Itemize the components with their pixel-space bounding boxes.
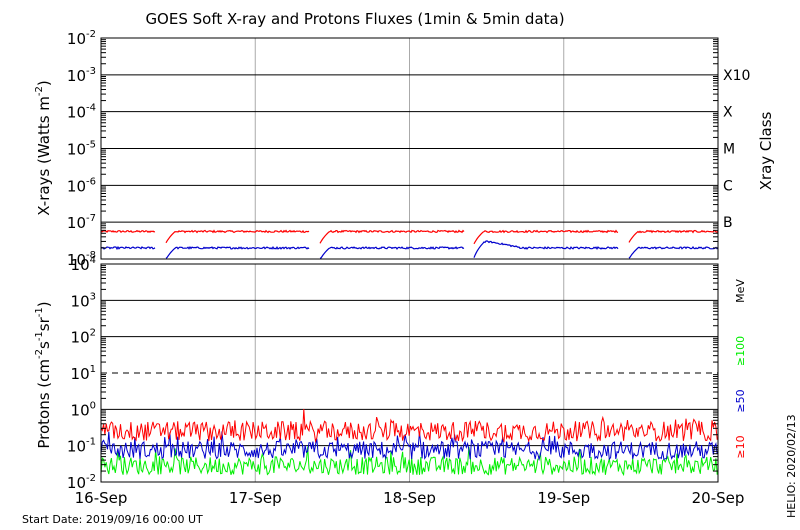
x-tick-label: 18-Sep bbox=[383, 489, 436, 507]
credit-label: HELIO: 2020/02/13 bbox=[785, 414, 798, 518]
x-tick-label: 16-Sep bbox=[75, 489, 128, 507]
x-axis-tick-labels: 16-Sep 17-Sep 18-Sep 19-Sep 20-Sep bbox=[75, 489, 745, 507]
proton-legend-entry: ≥50 bbox=[734, 389, 747, 412]
y-tick-label: 10-1 bbox=[67, 437, 96, 456]
y-tick-label: 10-3 bbox=[67, 66, 96, 85]
start-date-label: Start Date: 2019/09/16 00:00 UT bbox=[22, 513, 203, 526]
y-tick-label: 10-5 bbox=[67, 140, 96, 159]
y-tick-label: 10-8 bbox=[67, 250, 96, 269]
xray-frame bbox=[100, 37, 719, 260]
proton-legend-entry: ≥10 bbox=[734, 435, 747, 458]
y-tick-label: 102 bbox=[71, 328, 96, 347]
y-tick-label: 104 bbox=[71, 255, 96, 274]
y-tick-label: 10-7 bbox=[67, 213, 96, 232]
proton-unit-label: MeV bbox=[734, 279, 747, 303]
proton-series-line bbox=[100, 431, 718, 462]
xray-series bbox=[100, 229, 719, 259]
y-tick-label: 100 bbox=[71, 400, 96, 419]
xray-class-x10: X10 bbox=[723, 68, 750, 84]
xray-class-labels: X10 X M C B bbox=[723, 68, 750, 231]
xray-panel: 10-2 10-3 10-4 10-5 10-6 10-7 10-8 X10 X M C B Xra… bbox=[34, 29, 775, 269]
xray-class-c: C bbox=[723, 178, 733, 194]
xray-class-m: M bbox=[723, 142, 735, 158]
y-tick-label: 10-2 bbox=[67, 29, 96, 48]
xray-series-line bbox=[100, 229, 719, 245]
proton-series bbox=[100, 408, 718, 477]
proton-y-ticks: 104 103 102 101 100 10-1 10-2 bbox=[67, 255, 718, 492]
proton-frame bbox=[100, 263, 719, 483]
y-tick-label: 103 bbox=[71, 291, 96, 310]
xray-y-axis-label: X-rays (Watts m-2) bbox=[34, 80, 53, 215]
x-tick-label: 17-Sep bbox=[229, 489, 282, 507]
xray-class-b: B bbox=[723, 215, 733, 231]
x-tick-label: 19-Sep bbox=[537, 489, 590, 507]
y-tick-label: 10-6 bbox=[67, 176, 96, 195]
y-tick-label: 10-2 bbox=[67, 473, 96, 492]
xray-class-x: X bbox=[723, 105, 733, 121]
x-tick-label: 20-Sep bbox=[692, 489, 745, 507]
proton-series-line bbox=[100, 408, 718, 444]
xray-grid bbox=[101, 38, 718, 259]
proton-y-axis-label: Protons (cm-2s-1sr-1) bbox=[34, 301, 53, 448]
y-tick-label: 10-4 bbox=[67, 103, 96, 122]
chart-title: GOES Soft X-ray and Protons Fluxes (1min… bbox=[145, 10, 564, 28]
xray-class-axis-label: Xray Class bbox=[757, 111, 775, 190]
proton-panel: 104 103 102 101 100 10-1 10-2 ≥10 ≥50 ≥100 MeV P… bbox=[34, 255, 747, 492]
xray-series-line bbox=[100, 240, 719, 259]
proton-legend: ≥10 ≥50 ≥100 bbox=[734, 336, 747, 459]
proton-legend-entry: ≥100 bbox=[734, 336, 747, 366]
proton-series-line bbox=[100, 446, 718, 477]
y-tick-label: 101 bbox=[71, 364, 96, 383]
xray-y-ticks: 10-2 10-3 10-4 10-5 10-6 10-7 10-8 bbox=[67, 29, 718, 269]
